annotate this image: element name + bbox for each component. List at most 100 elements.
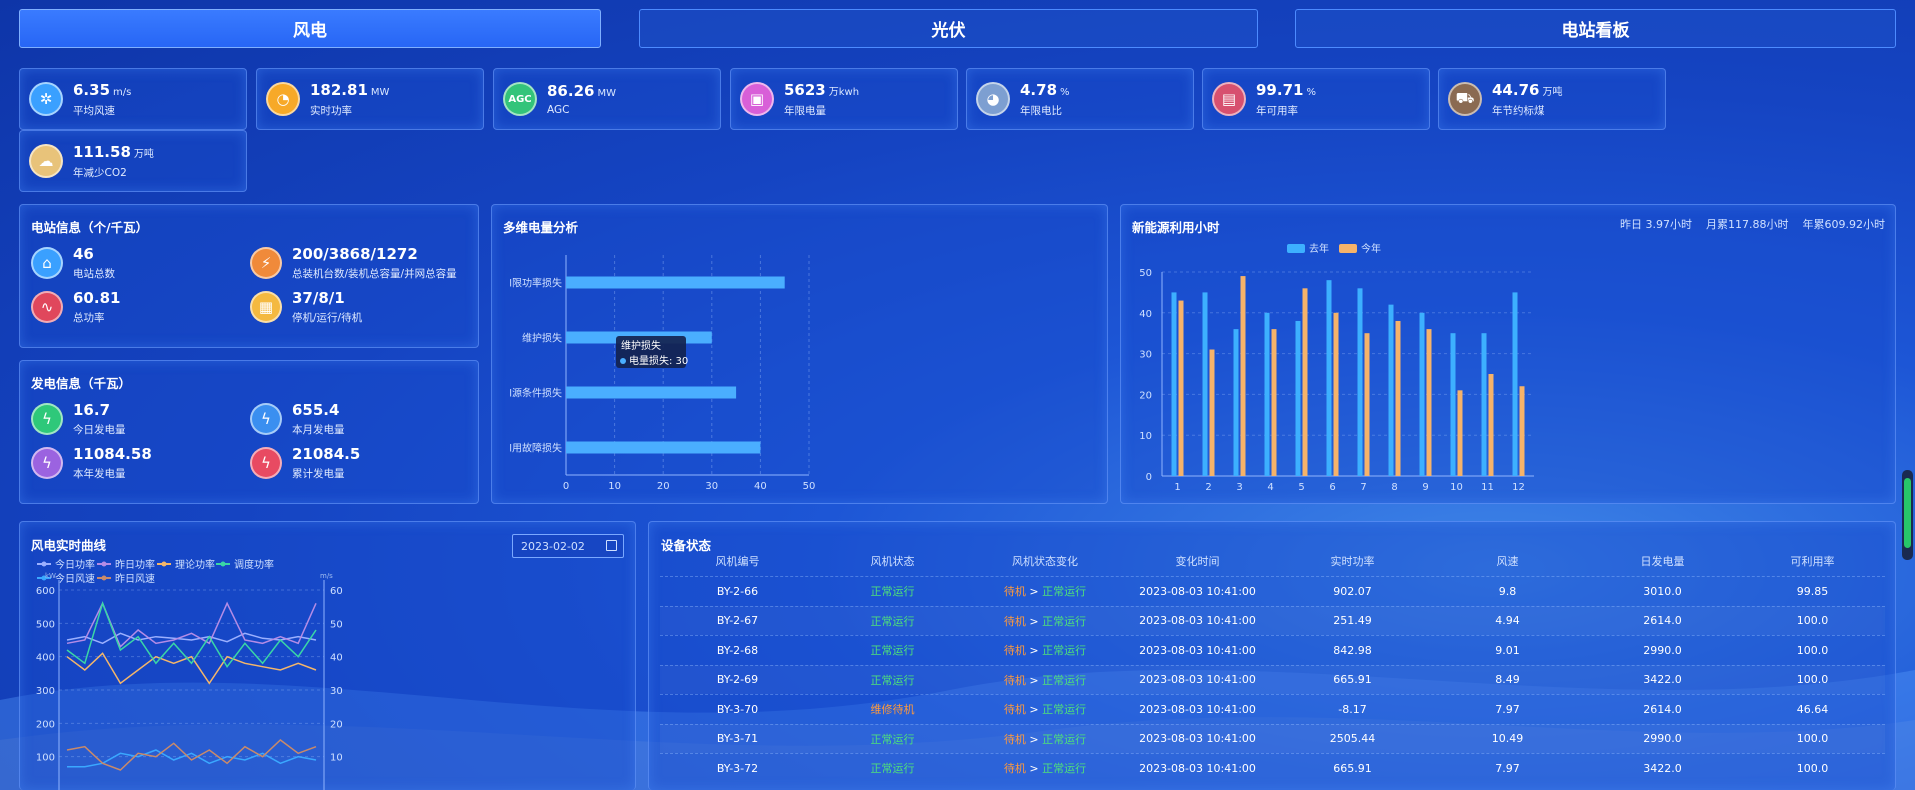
bar-去年-7[interactable] [1357,288,1363,476]
bar-去年-5[interactable] [1295,320,1301,476]
tab-station-board[interactable]: 电站看板 [1295,9,1896,48]
bar-今年-3[interactable] [1240,276,1246,476]
cell-id: BY-2-67 [716,614,759,627]
table-row[interactable]: BY-3-71 正常运行 待机 > 正常运行 2023-08-03 10:41:00 2… [660,723,1885,753]
kpi-label: AGC [547,104,570,116]
device-table-header: 风机编号 风机状态 风机状态变化 变化时间 实时功率 风速 日发电量 可利用率 [660,553,1885,575]
series-line-调度功率[interactable] [66,600,317,669]
stat-label: 总装机台数/装机总容量/并网总容量 [292,268,457,280]
kpi-card: ✲ 6.35 m/s 平均风速 [19,68,247,130]
bar-今年-11[interactable] [1488,374,1494,476]
stations-icon: ⌂ [31,247,63,279]
kpi-card: ◕ 4.78% 年限电比 [966,68,1194,130]
table-row[interactable]: BY-2-66 正常运行 待机 > 正常运行 2023-08-03 10:41:00 9… [660,576,1885,605]
legend-label[interactable]: 理论功率 [175,558,215,571]
bar-故障损失[interactable] [566,441,761,454]
column-header: 变化时间 [1175,555,1220,568]
column-header: 日发电量 [1640,555,1685,568]
bar-去年-6[interactable] [1326,280,1332,476]
cell-wind: 7.97 [1495,761,1520,775]
table-row[interactable]: BY-2-68 正常运行 待机 > 正常运行 2023-08-03 10:41:00 8… [660,635,1885,664]
y-right-tick-label: 20 [330,719,343,730]
kpi-value: 182.81 [310,80,368,99]
monitor-icon: ▣ [740,82,774,116]
bar-去年-1[interactable] [1171,292,1177,476]
series-line-理论功率[interactable] [66,652,317,685]
bar-资源条件损失[interactable] [566,386,737,399]
bar-去年-3[interactable] [1233,329,1239,476]
legend-swatch[interactable] [1287,244,1305,253]
table-row[interactable]: BY-2-67 正常运行 待机 > 正常运行 2023-08-03 10:41:00 2… [660,605,1885,635]
kpi-value: 6.35 [73,80,111,99]
y-left-unit: kW [45,572,56,580]
cell-energy: 2614.0 [1643,702,1682,716]
cell-power: 251.49 [1333,614,1372,627]
status-from: 待机 [1003,673,1026,687]
x-tick-label: 50 [803,481,816,492]
fan-icon: ✲ [29,82,63,116]
bar-今年-7[interactable] [1364,333,1370,476]
gauge-icon: ◔ [266,82,300,116]
cell-power: -8.17 [1338,702,1367,716]
date-value: 2023-02-02 [521,539,585,553]
legend-dot[interactable] [41,575,47,581]
pie-icon: ◕ [976,82,1010,116]
stat-item: ϟ 21084.5 累计发电量 [250,445,360,481]
cell-availability: 46.64 [1796,702,1829,716]
bar-今年-10[interactable] [1457,390,1463,476]
table-row[interactable]: BY-2-69 正常运行 待机 > 正常运行 2023-08-03 10:41:00 6… [660,664,1885,694]
x-tick-label: 9 [1422,482,1428,493]
legend-label[interactable]: 去年 [1309,242,1329,255]
bar-去年-8[interactable] [1388,304,1394,476]
legend-dot[interactable] [101,561,107,567]
kpi-unit: MW [597,88,616,99]
x-tick-label: 12 [1512,482,1525,493]
bar-去年-4[interactable] [1264,312,1270,476]
bar-今年-12[interactable] [1519,386,1525,476]
series-line-昨日风速[interactable] [66,739,317,771]
cell-wind: 8.49 [1495,673,1520,686]
legend-label[interactable]: 今日风速 [55,572,95,585]
legend-label[interactable]: 昨日功率 [115,558,155,571]
legend-dot[interactable] [101,575,107,581]
x-tick-label: 1 [1174,482,1180,493]
cell-power: 2505.44 [1329,732,1376,745]
calendar-icon[interactable] [606,540,617,551]
column-header: 风速 [1496,555,1519,568]
bar-今年-9[interactable] [1426,329,1432,476]
legend-dot[interactable] [41,561,47,567]
legend-label[interactable]: 今日功率 [55,558,95,571]
x-tick-label: 11 [1481,482,1494,493]
legend-dot[interactable] [220,561,226,567]
table-row[interactable]: BY-3-70 维修待机 待机 > 正常运行 2023-08-03 10:41:00 -… [660,694,1885,723]
kpi-card: ◔ 182.81 MW 实时功率 [256,68,484,130]
bar-限功率损失[interactable] [566,276,785,289]
legend-label[interactable]: 昨日风速 [115,573,155,585]
bar-去年-11[interactable] [1481,333,1487,476]
tab-solar[interactable]: 光伏 [639,9,1258,48]
bar-去年-9[interactable] [1419,312,1425,476]
stat-item: ∿ 60.81 总功率 [31,289,120,325]
table-row[interactable]: BY-3-72 正常运行 待机 > 正常运行 2023-08-03 10:41:00 6… [660,753,1885,782]
bar-今年-2[interactable] [1209,349,1215,476]
x-tick-label: 0 [563,481,569,492]
bar-今年-6[interactable] [1333,312,1339,476]
bar-今年-8[interactable] [1395,320,1401,476]
date-picker-input[interactable]: 2023-02-02 [512,534,624,558]
bar-去年-2[interactable] [1202,292,1208,476]
legend-label[interactable]: 调度功率 [234,558,274,571]
series-line-今日风速[interactable] [67,749,317,768]
bar-去年-10[interactable] [1450,333,1456,476]
legend-dot[interactable] [161,561,167,567]
energy-analysis-panel [491,204,1108,504]
legend-label[interactable]: 今年 [1361,242,1381,255]
y-left-tick-label: 200 [36,719,55,730]
bar-今年-5[interactable] [1302,288,1308,476]
tooltip-title: 维护损失 [621,339,661,352]
tab-wind[interactable]: 风电 [19,9,601,48]
legend-swatch[interactable] [1339,244,1357,253]
bar-去年-12[interactable] [1512,292,1518,476]
bar-今年-4[interactable] [1271,329,1277,476]
bar-今年-1[interactable] [1178,300,1184,476]
page-scrollbar-thumb[interactable] [1904,478,1911,548]
